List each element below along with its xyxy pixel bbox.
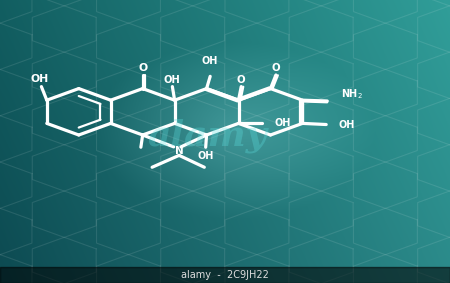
Text: OH: OH (275, 118, 291, 128)
Text: OH: OH (339, 119, 355, 130)
Text: O: O (138, 63, 147, 73)
Text: OH: OH (31, 74, 49, 84)
Text: OH: OH (198, 151, 214, 161)
Text: NH$_2$: NH$_2$ (341, 87, 363, 101)
Text: OH: OH (164, 74, 181, 85)
Text: O: O (237, 75, 246, 85)
Text: OH: OH (202, 56, 218, 67)
Text: alamy: alamy (147, 119, 267, 153)
Text: alamy  -  2C9JH22: alamy - 2C9JH22 (181, 270, 269, 280)
Text: O: O (272, 63, 280, 73)
Text: N: N (175, 146, 184, 156)
